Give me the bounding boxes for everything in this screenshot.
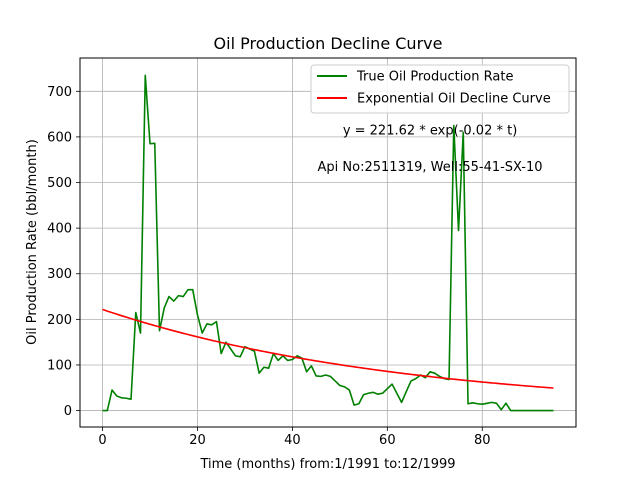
series-group bbox=[102, 74, 554, 412]
x-tick-label: 0 bbox=[98, 433, 106, 448]
axis-ticks: 0 20 40 60 80 0 100 200 300 400 500 600 700 bbox=[47, 85, 490, 448]
y-tick-label: 100 bbox=[47, 358, 72, 373]
plot-frame bbox=[79, 57, 577, 428]
series-line-1 bbox=[102, 308, 554, 389]
legend-box bbox=[310, 64, 570, 114]
y-tick-label: 300 bbox=[47, 267, 72, 282]
equation-annotation: y = 221.62 * exp(-0.02 * t) bbox=[343, 124, 517, 139]
series-line-0 bbox=[102, 74, 554, 412]
x-tick-label: 20 bbox=[189, 433, 206, 448]
y-tick-label: 200 bbox=[47, 313, 72, 328]
y-tick-label: 0 bbox=[64, 404, 72, 419]
x-tick-label: 40 bbox=[284, 433, 301, 448]
chart-title: Oil Production Decline Curve bbox=[214, 34, 443, 53]
y-tick-label: 500 bbox=[47, 176, 72, 191]
y-axis-label: Oil Production Rate (bbl/month) bbox=[25, 139, 40, 345]
legend: True Oil Production Rate Exponential Oil… bbox=[310, 64, 570, 114]
well-annotation: Api No:2511319, Well:55-41-SX-10 bbox=[318, 160, 543, 175]
legend-label-decline-curve: Exponential Oil Decline Curve bbox=[357, 92, 551, 107]
y-tick-label: 400 bbox=[47, 222, 72, 237]
x-tick-label: 80 bbox=[474, 433, 491, 448]
legend-label-true-rate: True Oil Production Rate bbox=[356, 70, 513, 85]
y-tick-label: 600 bbox=[47, 130, 72, 145]
x-axis-label: Time (months) from:1/1991 to:12/1999 bbox=[199, 457, 455, 472]
y-tick-label: 700 bbox=[47, 85, 72, 100]
x-tick-label: 60 bbox=[379, 433, 396, 448]
